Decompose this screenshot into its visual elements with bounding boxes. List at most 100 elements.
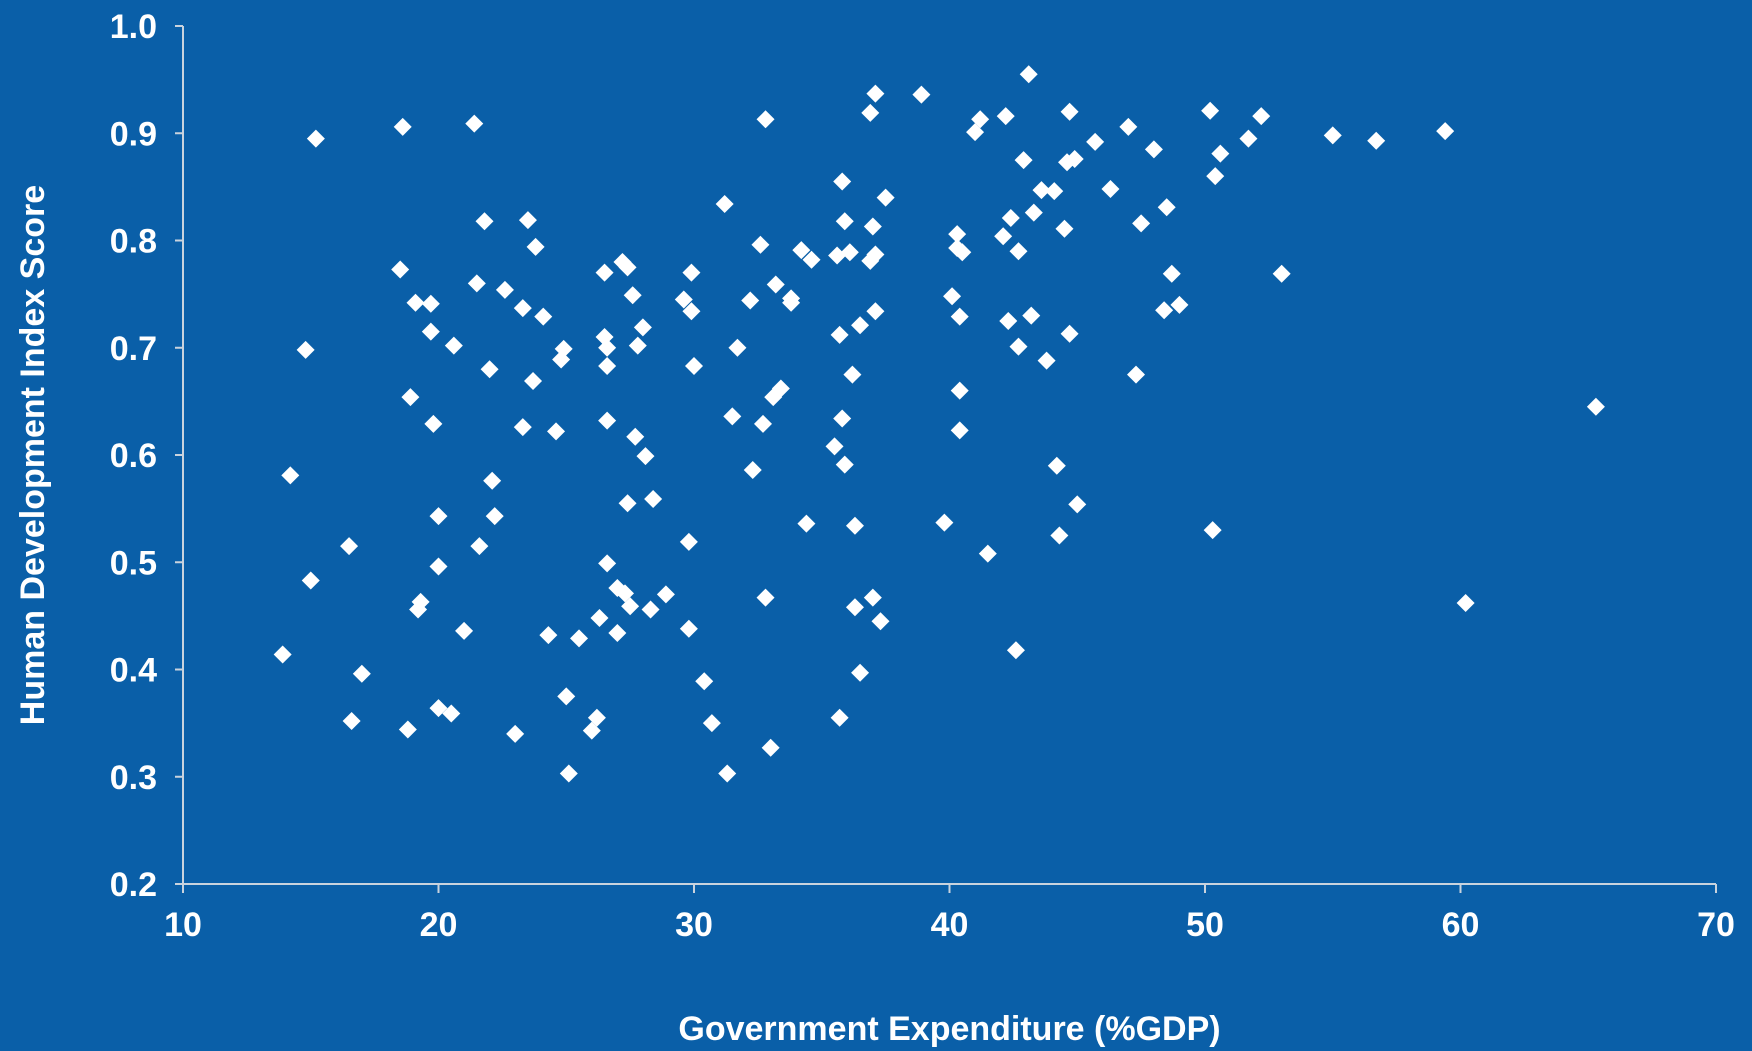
x-tick-label: 30	[675, 906, 713, 944]
ticks: 0.2 0.3 0.4 0.5 0.6 0.7 0.8 0.9 1.0 10 20 30 40 50 60 7…	[110, 8, 1735, 944]
data-point	[994, 227, 1013, 246]
data-point	[1068, 495, 1087, 514]
x-tick-label: 20	[420, 906, 458, 944]
x-tick-label: 50	[1186, 906, 1224, 944]
data-point	[843, 365, 862, 384]
data-point	[863, 588, 882, 607]
y-tick-label: 0.7	[110, 330, 157, 368]
data-point	[840, 243, 859, 262]
data-point	[513, 299, 532, 318]
data-point	[1050, 526, 1069, 545]
data-point	[421, 294, 440, 313]
data-point	[559, 764, 578, 783]
data-point	[429, 699, 448, 718]
y-tick-label: 0.6	[110, 437, 157, 475]
data-point	[352, 664, 371, 683]
data-point	[633, 318, 652, 337]
data-point	[1323, 126, 1342, 145]
data-point	[621, 597, 640, 616]
data-point	[1065, 149, 1084, 168]
data-point	[641, 600, 660, 619]
data-point	[685, 356, 703, 375]
data-point	[455, 621, 474, 640]
data-point	[393, 117, 412, 136]
y-tick-label: 0.5	[110, 544, 157, 582]
data-point	[421, 322, 440, 341]
data-point	[751, 235, 770, 254]
data-point	[608, 624, 627, 643]
data-point	[861, 103, 880, 122]
data-point	[301, 571, 320, 590]
data-point	[539, 626, 558, 645]
data-point	[1037, 351, 1056, 370]
data-point	[554, 339, 573, 358]
data-point	[674, 290, 693, 309]
data-point	[682, 263, 701, 282]
data-point	[682, 302, 701, 321]
data-point	[835, 212, 854, 231]
data-point	[570, 629, 589, 648]
data-point	[587, 708, 606, 727]
data-point	[950, 381, 969, 400]
data-point	[1272, 264, 1291, 283]
data-point	[871, 612, 890, 631]
data-point	[1086, 132, 1105, 151]
data-point	[1211, 144, 1230, 163]
data-point	[866, 302, 885, 321]
data-point	[792, 241, 811, 260]
data-point	[950, 421, 969, 440]
data-point	[950, 307, 969, 326]
y-tick-label: 0.9	[110, 115, 157, 153]
data-point	[340, 537, 359, 556]
data-point	[618, 494, 637, 513]
data-point	[470, 537, 489, 556]
data-point	[595, 263, 614, 282]
data-point	[1162, 264, 1181, 283]
data-point	[656, 585, 675, 604]
y-tick-label: 0.3	[110, 759, 157, 797]
data-point	[797, 514, 816, 533]
data-point	[1155, 301, 1174, 320]
data-point	[618, 258, 637, 277]
data-point	[636, 447, 655, 466]
data-point	[480, 360, 499, 379]
data-point	[1045, 182, 1064, 201]
x-tick-label: 40	[931, 906, 969, 944]
data-point	[281, 466, 300, 485]
data-point	[467, 274, 486, 293]
data-point	[1239, 129, 1258, 148]
data-point	[996, 107, 1015, 126]
data-point	[695, 672, 714, 691]
data-point	[398, 720, 417, 739]
y-axis-title: Human Development Index Score	[14, 185, 52, 725]
data-point	[524, 371, 543, 390]
data-point	[948, 225, 967, 244]
data-point	[296, 340, 315, 359]
data-point	[1586, 397, 1605, 416]
data-point	[1367, 131, 1386, 150]
data-point	[598, 411, 617, 430]
data-point	[598, 554, 617, 573]
data-point	[679, 532, 698, 551]
y-tick-label: 0.4	[110, 652, 157, 690]
data-point	[429, 557, 448, 576]
data-point	[802, 250, 821, 269]
data-point	[411, 592, 430, 611]
data-point	[718, 764, 737, 783]
data-point	[442, 704, 461, 723]
data-point	[741, 291, 760, 310]
data-point	[626, 427, 645, 446]
data-point	[912, 85, 931, 104]
data-point	[1060, 102, 1079, 121]
data-point	[628, 336, 647, 355]
data-point	[771, 379, 790, 398]
data-points	[273, 65, 1605, 783]
data-point	[845, 516, 864, 535]
data-point	[999, 311, 1018, 330]
data-point	[424, 414, 443, 433]
data-point	[406, 293, 425, 312]
data-point	[1252, 107, 1271, 126]
data-point	[1127, 365, 1146, 384]
